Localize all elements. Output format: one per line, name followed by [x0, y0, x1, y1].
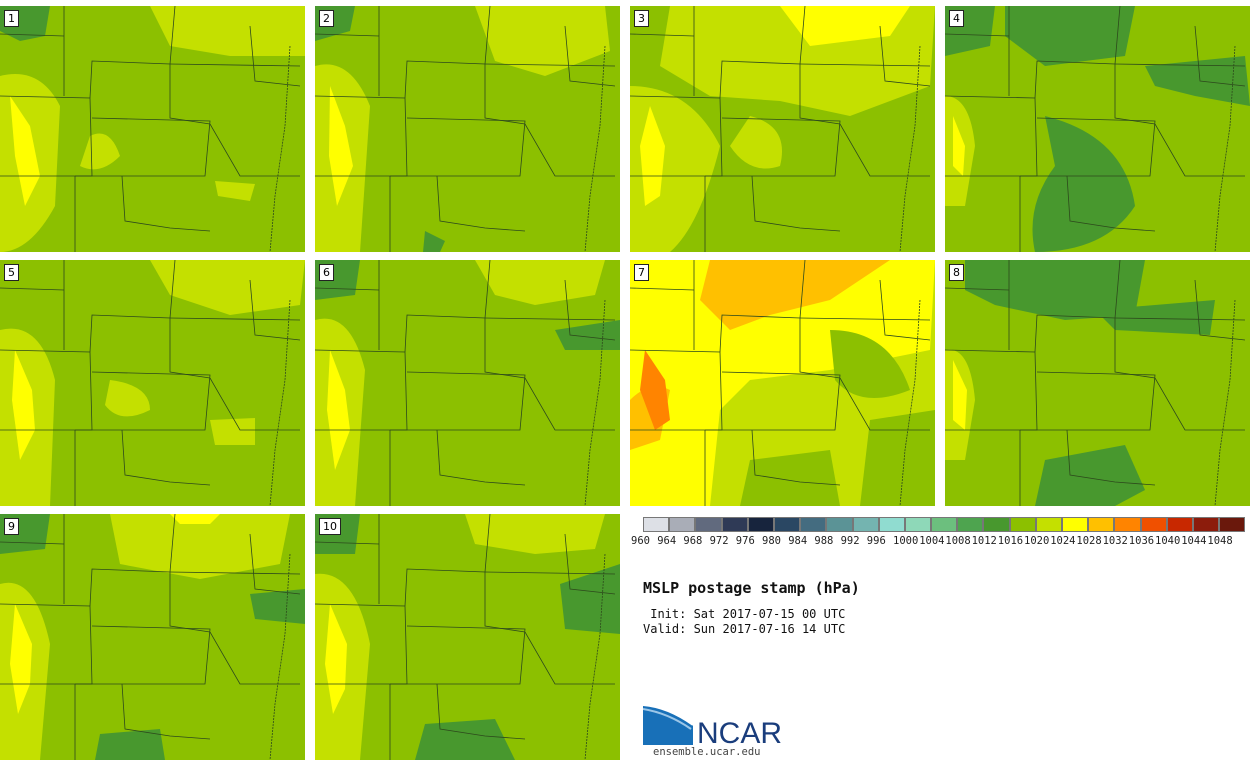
colorbar-swatch — [852, 517, 879, 532]
colorbar-tick-label: 976 — [735, 535, 755, 547]
member-label: 1 — [4, 10, 19, 27]
colorbar-tick-label: 960 — [631, 535, 650, 547]
colorbar-tick-label: 992 — [840, 535, 860, 547]
colorbar-tick-label: 1000 — [893, 535, 919, 547]
member-label: 4 — [949, 10, 964, 27]
member-panel-8: 8 — [945, 260, 1250, 506]
colorbar-swatch — [1140, 517, 1167, 532]
logo-wordmark: NCAR — [697, 717, 782, 745]
member-label: 6 — [319, 264, 334, 281]
member-label: 5 — [4, 264, 19, 281]
colorbar-tick-label: 972 — [709, 535, 729, 547]
colorbar-swatch — [878, 517, 905, 532]
colorbar-swatch — [1062, 517, 1089, 532]
colorbar-swatch — [773, 517, 801, 532]
colorbar-tick-label: 968 — [683, 535, 703, 547]
colorbar-swatch — [983, 517, 1010, 532]
colorbar-tick-label: 1040 — [1155, 535, 1181, 547]
ncar-logo: NCAR — [642, 704, 803, 760]
member-panel-2: 2 — [315, 6, 620, 252]
colorbar-tick-label: 1032 — [1102, 535, 1128, 547]
colorbar-swatch — [826, 517, 853, 532]
member-panel-3: 3 — [630, 6, 935, 252]
pressure-colorbar — [643, 517, 1246, 532]
member-panel-9: 9 — [0, 514, 305, 760]
colorbar-swatch — [904, 517, 932, 532]
colorbar-swatch — [1166, 517, 1193, 532]
colorbar-tick-label: 1008 — [945, 535, 971, 547]
colorbar-tick-label: 1020 — [1024, 535, 1050, 547]
colorbar-tick-label: 984 — [788, 535, 808, 547]
colorbar-tick-label: 1004 — [919, 535, 945, 547]
colorbar-swatch — [1114, 517, 1141, 532]
colorbar-swatch — [931, 517, 958, 532]
colorbar-tick-label: 996 — [866, 535, 886, 547]
colorbar-swatch — [747, 517, 774, 532]
colorbar-swatch — [1088, 517, 1115, 532]
colorbar-swatch — [643, 517, 670, 532]
colorbar-tick-label: 1048 — [1207, 535, 1233, 547]
colorbar-swatch — [800, 517, 827, 532]
member-label: 9 — [4, 518, 19, 535]
colorbar-tick-label: 964 — [657, 535, 677, 547]
member-label: 2 — [319, 10, 334, 27]
colorbar-tick-label: 1016 — [997, 535, 1024, 547]
colorbar-swatch — [957, 517, 984, 532]
member-label: 10 — [319, 518, 341, 535]
colorbar-tick-label: 1012 — [971, 535, 997, 547]
member-panel-5: 5 — [0, 260, 305, 506]
member-panel-4: 4 — [945, 6, 1250, 252]
colorbar-swatch — [1009, 517, 1036, 532]
colorbar-tick-label: 1036 — [1128, 535, 1155, 547]
member-panel-10: 10 — [315, 514, 620, 760]
colorbar-swatch — [721, 517, 748, 532]
colorbar-swatch — [1192, 517, 1220, 532]
site-url: ensemble.ucar.edu — [653, 746, 761, 758]
member-panel-6: 6 — [315, 260, 620, 506]
colorbar-swatch — [1219, 517, 1246, 532]
colorbar-tick-labels: 960 964 968 972 976 980 984 988 992 996 1000 1004 10… — [631, 535, 1251, 549]
colorbar-tick-label: 980 — [762, 535, 781, 547]
colorbar-swatch — [695, 517, 722, 532]
colorbar-tick-label: 988 — [814, 535, 834, 547]
colorbar-swatch — [669, 517, 696, 532]
member-panel-1: 1 — [0, 6, 305, 252]
valid-time: Valid: Sun 2017-07-16 14 UTC — [643, 622, 846, 636]
member-label: 7 — [634, 264, 649, 281]
init-time: Init: Sat 2017-07-15 00 UTC — [643, 607, 846, 621]
member-panel-7: 7 — [630, 260, 935, 506]
chart-title: MSLP postage stamp (hPa) — [643, 579, 860, 597]
member-label: 8 — [949, 264, 964, 281]
colorbar-tick-label: 1024 — [1050, 535, 1076, 547]
colorbar-tick-label: 1044 — [1181, 535, 1207, 547]
member-label: 3 — [634, 10, 649, 27]
ncar-logo-icon: NCAR — [642, 704, 782, 750]
colorbar-swatch — [1035, 517, 1062, 532]
colorbar-tick-label: 1028 — [1076, 535, 1102, 547]
